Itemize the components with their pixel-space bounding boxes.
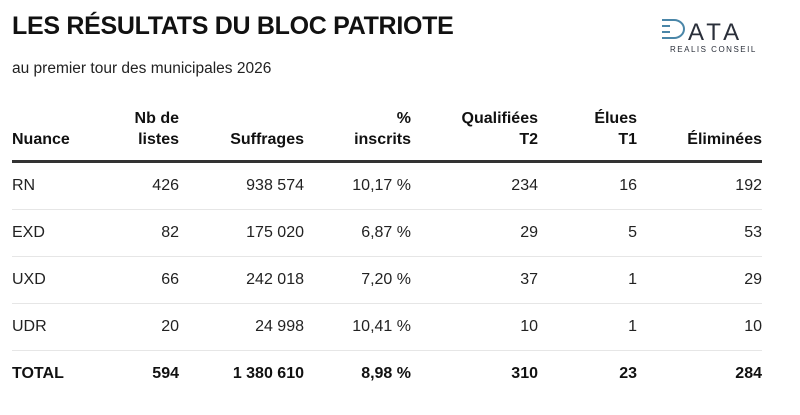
- cell-suffrages: 175 020: [179, 209, 304, 257]
- cell-elues: 23: [619, 365, 637, 382]
- cell-pct-inscrits: 10,41 %: [304, 303, 411, 351]
- cell-eliminees: 10: [637, 303, 762, 351]
- column-header-qualifiees: Qualifiées T2: [411, 108, 538, 163]
- svg-text:REALIS CONSEIL: REALIS CONSEIL: [670, 45, 757, 54]
- svg-text:ATA: ATA: [688, 19, 743, 46]
- cell-nuance: TOTAL: [12, 365, 64, 382]
- cell-eliminees: 192: [637, 161, 762, 210]
- cell-qualifiees: 310: [511, 365, 538, 382]
- cell-nb-listes: 66: [92, 256, 179, 304]
- column-header-suffrages: Suffrages: [179, 108, 304, 163]
- cell-nuance: EXD: [12, 209, 92, 257]
- cell-eliminees: 29: [637, 256, 762, 304]
- cell-pct-inscrits: 7,20 %: [304, 256, 411, 304]
- cell-elues: 1: [538, 303, 637, 351]
- page-subtitle: au premier tour des municipales 2026: [12, 60, 272, 77]
- cell-eliminees: 53: [637, 209, 762, 257]
- cell-qualifiees: 10: [411, 303, 538, 351]
- table-row: EXD 82 175 020 6,87 % 29 5 53: [12, 209, 762, 257]
- cell-nuance: RN: [12, 161, 92, 210]
- column-header-eliminees: Éliminées: [637, 108, 762, 163]
- total-row: TOTAL 594 1 380 610 8,98 % 310 23 284: [12, 351, 762, 398]
- table-header-row: Nuance Nb de listes Suffrages % inscrits Q…: [12, 108, 762, 163]
- column-header-nb-listes: Nb de listes: [92, 108, 179, 163]
- data-logo: ATA REALIS CONSEIL: [660, 14, 770, 54]
- cell-nuance: UXD: [12, 256, 92, 304]
- cell-pct-inscrits: 8,98 %: [361, 365, 411, 382]
- results-table: Nuance Nb de listes Suffrages % inscrits Q…: [12, 108, 762, 397]
- table-row: UDR 20 24 998 10,41 % 10 1 10: [12, 303, 762, 351]
- cell-suffrages: 938 574: [179, 161, 304, 210]
- cell-qualifiees: 37: [411, 256, 538, 304]
- column-header-nuance: Nuance: [12, 108, 92, 163]
- cell-suffrages: 24 998: [179, 303, 304, 351]
- table-row: UXD 66 242 018 7,20 % 37 1 29: [12, 256, 762, 304]
- cell-suffrages: 242 018: [179, 256, 304, 304]
- cell-elues: 5: [538, 209, 637, 257]
- cell-nb-listes: 20: [92, 303, 179, 351]
- cell-elues: 1: [538, 256, 637, 304]
- column-header-pct-inscrits: % inscrits: [304, 108, 411, 163]
- cell-nuance: UDR: [12, 303, 92, 351]
- cell-nb-listes: 426: [92, 161, 179, 210]
- cell-qualifiees: 29: [411, 209, 538, 257]
- cell-qualifiees: 234: [411, 161, 538, 210]
- cell-nb-listes: 594: [152, 365, 179, 382]
- cell-suffrages: 1 380 610: [232, 365, 304, 382]
- cell-pct-inscrits: 10,17 %: [304, 161, 411, 210]
- table-row: RN 426 938 574 10,17 % 234 16 192: [12, 161, 762, 210]
- cell-elues: 16: [538, 161, 637, 210]
- cell-eliminees: 284: [735, 365, 762, 382]
- page-title: LES RÉSULTATS DU BLOC PATRIOTE: [12, 12, 454, 40]
- cell-pct-inscrits: 6,87 %: [304, 209, 411, 257]
- column-header-elues: Élues T1: [538, 108, 637, 163]
- cell-nb-listes: 82: [92, 209, 179, 257]
